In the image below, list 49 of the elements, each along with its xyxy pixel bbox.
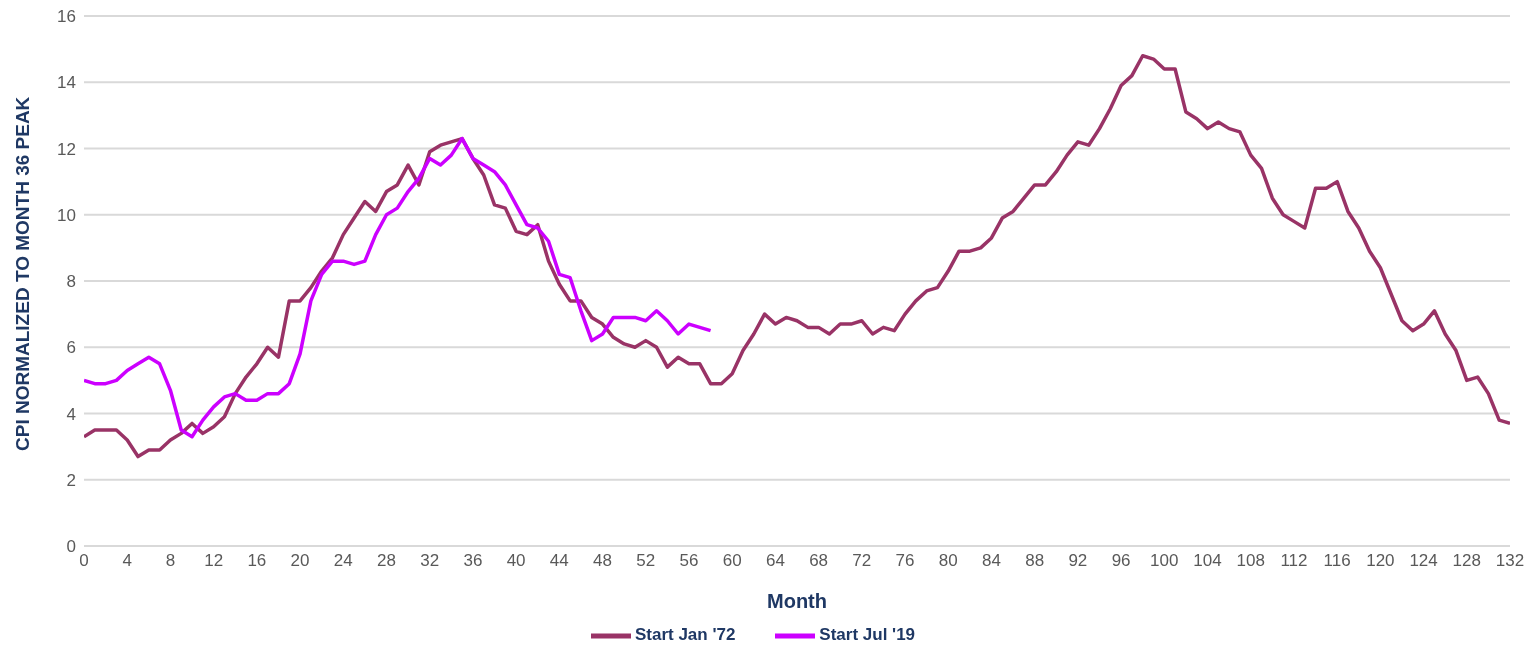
x-tick-label: 132 xyxy=(1495,551,1525,571)
y-tick-label: 16 xyxy=(57,7,76,27)
x-tick-label: 124 xyxy=(1409,551,1438,571)
x-tick-label: 44 xyxy=(549,551,569,571)
legend-label: Start Jan '72 xyxy=(634,625,736,645)
x-tick-label: 88 xyxy=(1025,551,1045,571)
x-tick-label: 56 xyxy=(679,551,699,571)
x-tick-label: 8 xyxy=(165,551,176,571)
x-tick-label: 116 xyxy=(1323,551,1351,571)
x-tick-label: 48 xyxy=(593,551,613,571)
y-tick-label: 14 xyxy=(57,73,76,93)
x-tick-label: 84 xyxy=(981,551,1001,571)
x-tick-label: 32 xyxy=(420,551,440,571)
y-tick-label: 10 xyxy=(57,205,76,225)
legend-label: Start Jul '19 xyxy=(819,625,916,645)
x-tick-label: 80 xyxy=(938,551,958,571)
x-tick-label: 64 xyxy=(765,551,785,571)
y-tick-label: 2 xyxy=(66,470,76,490)
x-tick-label: 28 xyxy=(377,551,396,571)
x-tick-label: 4 xyxy=(122,551,132,571)
x-tick-label: 128 xyxy=(1452,551,1481,571)
y-axis-title: CPI NORMALIZED TO MONTH 36 PEAK xyxy=(11,96,33,451)
x-tick-label: 24 xyxy=(333,551,353,571)
x-tick-label: 108 xyxy=(1236,551,1265,571)
x-tick-label: 60 xyxy=(722,551,742,571)
y-tick-label: 6 xyxy=(66,338,76,358)
x-tick-label: 76 xyxy=(895,551,915,571)
x-tick-label: 92 xyxy=(1068,551,1088,571)
x-tick-label: 20 xyxy=(290,551,310,571)
x-tick-label: 40 xyxy=(506,551,526,571)
x-tick-label: 104 xyxy=(1193,551,1222,571)
x-tick-label: 100 xyxy=(1150,551,1179,571)
x-tick-label: 68 xyxy=(809,551,829,571)
x-tick-label: 0 xyxy=(79,551,89,571)
line-series xyxy=(84,54,1510,459)
y-tick-label: 0 xyxy=(66,537,76,557)
y-tick-label: 8 xyxy=(66,272,76,292)
x-tick-label: 52 xyxy=(636,551,656,571)
y-tick-label: 4 xyxy=(66,404,76,424)
x-tick-label: 36 xyxy=(463,551,483,571)
x-tick-label: 112 xyxy=(1280,551,1308,571)
line-series xyxy=(84,136,713,439)
x-tick-label: 120 xyxy=(1366,551,1395,571)
x-tick-label: 12 xyxy=(204,551,224,571)
x-tick-label: 16 xyxy=(247,551,267,571)
x-tick-label: 96 xyxy=(1111,551,1131,571)
x-axis-title: Month xyxy=(767,590,827,612)
y-tick-label: 12 xyxy=(57,139,76,159)
x-tick-label: 72 xyxy=(852,551,872,571)
